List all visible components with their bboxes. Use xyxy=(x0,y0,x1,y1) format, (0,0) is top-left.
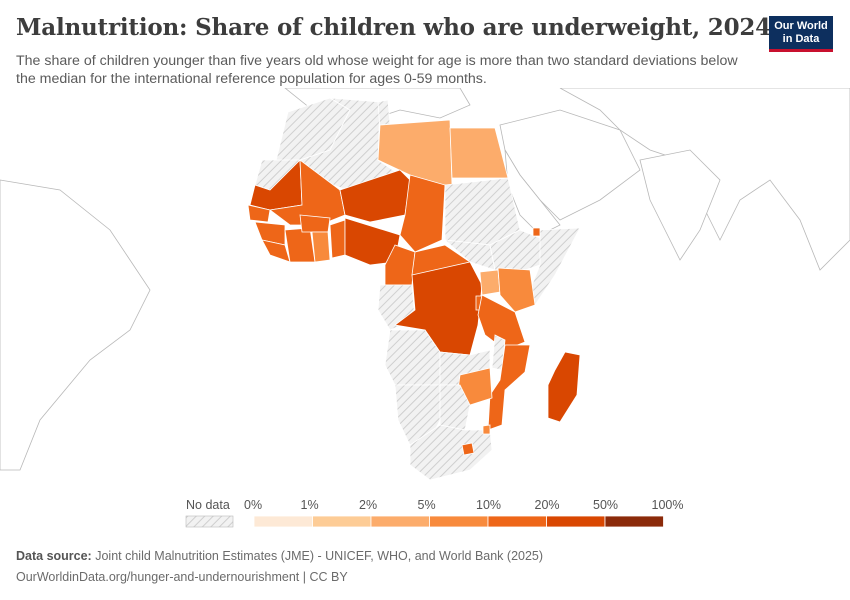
country-egypt xyxy=(449,127,509,179)
legend-bin-5 xyxy=(546,515,606,528)
footer-url[interactable]: OurWorldinData.org/hunger-and-undernouri… xyxy=(16,570,348,584)
country-sierra-leone-liberia xyxy=(261,239,291,263)
choropleth-map xyxy=(0,88,850,481)
country-togo-benin xyxy=(329,219,346,259)
legend-tick-label: 100% xyxy=(651,498,684,512)
logo-line-2: in Data xyxy=(782,33,820,45)
legend-no-data-label: No data xyxy=(186,498,230,512)
region-americas-outline xyxy=(0,179,151,471)
country-sudan xyxy=(444,177,521,246)
country-cote-divoire xyxy=(284,227,316,263)
country-nigeria xyxy=(344,217,401,266)
owid-logo[interactable]: Our World in Data xyxy=(769,16,833,52)
legend-bar xyxy=(185,515,664,528)
footer-source: Data source: Joint child Malnutrition Es… xyxy=(16,549,543,563)
legend-tick-label: 0% xyxy=(244,498,263,512)
logo-line-1: Our World xyxy=(774,20,828,32)
country-djibouti xyxy=(532,227,541,237)
country-lesotho xyxy=(461,442,475,456)
legend-bin-1 xyxy=(312,515,372,528)
country-uganda xyxy=(479,269,501,296)
region-india-outline xyxy=(639,149,721,261)
country-algeria xyxy=(299,97,401,196)
country-ghana xyxy=(311,231,331,263)
legend-bin-6 xyxy=(604,515,664,528)
country-senegal xyxy=(247,204,271,223)
country-eswatini xyxy=(482,424,491,435)
legend-no-data-swatch xyxy=(185,515,234,528)
country-south-africa xyxy=(409,424,493,481)
country-madagascar xyxy=(547,351,581,423)
legend-bin-3 xyxy=(429,515,489,528)
legend-tick-label: 20% xyxy=(534,498,560,512)
legend-tick-label: 5% xyxy=(417,498,436,512)
legend-bin-0 xyxy=(253,515,313,528)
legend-tick-label: 50% xyxy=(593,498,619,512)
legend-tick-label: 10% xyxy=(476,498,502,512)
country-botswana xyxy=(439,384,471,431)
legend-tick-label: 2% xyxy=(359,498,378,512)
source-text: Joint child Malnutrition Estimates (JME)… xyxy=(95,549,544,563)
country-burkina-faso xyxy=(299,214,331,233)
source-label: Data source: xyxy=(16,549,92,563)
legend-tick-label: 1% xyxy=(300,498,319,512)
country-kenya xyxy=(497,267,536,313)
legend-bin-4 xyxy=(487,515,547,528)
country-mozambique xyxy=(487,344,531,431)
legend-bin-2 xyxy=(370,515,430,528)
chart-title: Malnutrition: Share of children who are … xyxy=(16,14,771,41)
chart-subtitle: The share of children younger than five … xyxy=(16,53,738,87)
